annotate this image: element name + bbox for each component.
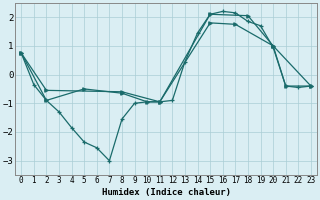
X-axis label: Humidex (Indice chaleur): Humidex (Indice chaleur) xyxy=(101,188,231,197)
